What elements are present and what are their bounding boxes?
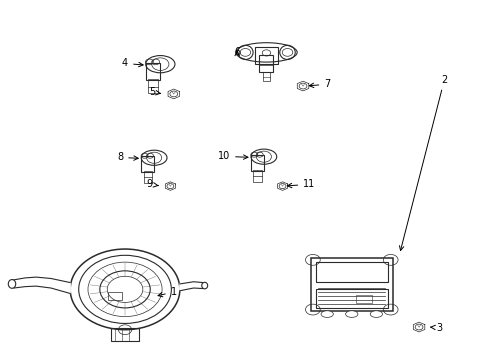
Bar [355,295,371,303]
Bar [141,157,154,172]
Bar [255,47,277,64]
Bar [259,55,273,72]
Ellipse shape [202,282,207,289]
Bar [315,262,387,282]
Text: 5: 5 [148,87,161,97]
Polygon shape [180,282,203,291]
Text: 7: 7 [309,79,330,89]
Text: 4: 4 [122,58,143,68]
Text: 8: 8 [117,152,138,162]
Text: 11: 11 [287,179,315,189]
Text: 2: 2 [399,75,447,251]
Bar [108,292,122,300]
Text: 6: 6 [234,46,240,57]
Bar [315,289,387,308]
Ellipse shape [345,311,357,318]
Text: 9: 9 [146,179,158,189]
Bar [263,72,269,81]
Bar [111,328,139,341]
Bar [145,63,160,80]
Text: 3: 3 [430,323,442,333]
Ellipse shape [369,311,382,318]
Bar [143,171,152,183]
Ellipse shape [321,311,333,318]
Bar [253,170,261,182]
Text: 10: 10 [218,151,247,161]
Bar [250,156,264,171]
Bar [310,258,392,311]
Text: 1: 1 [158,287,177,297]
Ellipse shape [8,280,16,288]
Polygon shape [14,277,70,293]
Bar [148,79,158,93]
